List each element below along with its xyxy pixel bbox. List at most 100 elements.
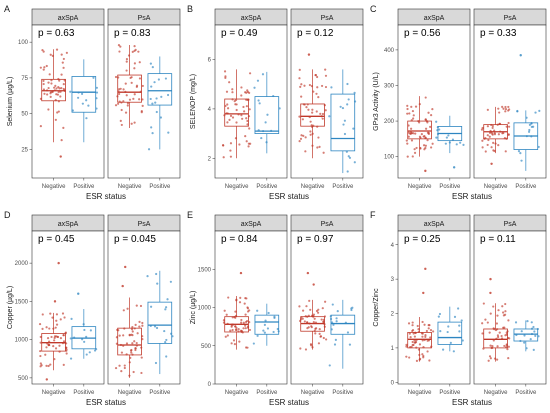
data-point	[60, 73, 63, 76]
facet-strip-label: axSpA	[241, 15, 262, 22]
data-point	[407, 322, 411, 325]
data-point	[126, 307, 129, 310]
data-point	[114, 104, 118, 107]
data-point	[57, 90, 60, 94]
data-point	[495, 337, 498, 340]
data-point	[496, 358, 499, 361]
facet-strip-label: PsA	[138, 15, 151, 22]
data-point	[492, 339, 495, 342]
data-point	[410, 119, 413, 122]
data-point	[151, 132, 154, 135]
data-point	[234, 137, 238, 140]
data-point	[124, 90, 127, 93]
data-point	[507, 357, 510, 360]
data-point	[406, 104, 409, 107]
data-point	[525, 116, 528, 119]
data-point	[505, 343, 508, 346]
x-tick-label: Negative	[118, 390, 142, 396]
data-point	[322, 320, 325, 323]
data-point	[334, 338, 337, 342]
data-point	[505, 331, 508, 334]
data-point	[532, 348, 535, 352]
data-point	[60, 53, 63, 56]
data-point	[345, 150, 348, 153]
p-value: p = 0.12	[297, 28, 334, 39]
box-positive	[69, 292, 98, 360]
data-point	[133, 340, 136, 343]
data-point	[165, 355, 168, 358]
outlier-point	[490, 162, 493, 165]
data-point	[273, 316, 276, 319]
data-point	[431, 108, 434, 111]
data-point	[70, 317, 73, 321]
data-point	[405, 345, 408, 348]
data-point	[132, 97, 135, 100]
data-point	[126, 102, 130, 105]
data-point	[405, 343, 408, 346]
data-point	[487, 359, 490, 362]
data-point	[244, 324, 247, 327]
chart-c: C GPx3 Activity (U/L) ESR status axSpA p = 0…	[370, 4, 547, 201]
data-point	[346, 103, 349, 106]
data-point	[248, 91, 251, 94]
data-point	[497, 107, 500, 110]
data-point	[230, 325, 233, 328]
data-point	[130, 351, 133, 354]
data-point	[241, 117, 244, 120]
data-point	[69, 337, 72, 340]
data-point	[353, 91, 356, 94]
data-point	[73, 336, 76, 339]
data-point	[461, 339, 464, 342]
x-tick-label: Negative	[118, 184, 142, 190]
y-tick-label: 1	[391, 346, 395, 352]
data-point	[138, 320, 141, 323]
data-point	[129, 356, 132, 359]
data-point	[493, 149, 496, 153]
data-point	[427, 111, 430, 114]
data-point	[488, 355, 492, 358]
box-negative	[114, 44, 144, 128]
data-point	[313, 317, 316, 320]
data-point	[60, 138, 63, 142]
data-point	[124, 111, 128, 114]
data-point	[116, 95, 119, 98]
data-point	[502, 314, 505, 317]
chart-e: E Zinc (µg/L) ESR status axSpA p = 0.84 Negat…	[187, 210, 364, 407]
data-point	[309, 308, 312, 311]
x-tick-label: Positive	[149, 390, 171, 396]
y-tick-label: 100	[384, 155, 395, 161]
data-point	[146, 274, 149, 278]
data-point	[353, 161, 356, 164]
data-point	[491, 126, 494, 130]
data-point	[223, 70, 227, 73]
data-point	[352, 127, 355, 130]
data-point	[310, 124, 313, 127]
data-point	[321, 112, 325, 116]
data-point	[140, 371, 143, 375]
data-point	[323, 323, 326, 326]
x-tick-label: Positive	[256, 184, 278, 190]
box-positive	[146, 270, 174, 375]
data-point	[246, 306, 249, 309]
data-point	[41, 313, 44, 316]
p-value: p = 0.49	[221, 28, 258, 39]
data-point	[453, 315, 457, 318]
data-point	[62, 57, 65, 61]
data-point	[93, 349, 97, 352]
outlier-point	[59, 155, 62, 158]
data-point	[409, 336, 412, 339]
y-tick-label: 4	[208, 107, 212, 113]
y-tick-label: 1500	[15, 299, 29, 305]
y-tick-label: 50	[21, 112, 28, 118]
data-point	[46, 337, 50, 340]
data-point	[320, 115, 323, 118]
data-point	[428, 359, 431, 362]
data-point	[480, 128, 484, 131]
box-iqr	[513, 328, 539, 342]
data-point	[530, 125, 533, 128]
data-point	[343, 119, 346, 122]
data-point	[346, 82, 349, 86]
facet-strip-label: axSpA	[424, 221, 445, 228]
data-point	[442, 348, 445, 351]
